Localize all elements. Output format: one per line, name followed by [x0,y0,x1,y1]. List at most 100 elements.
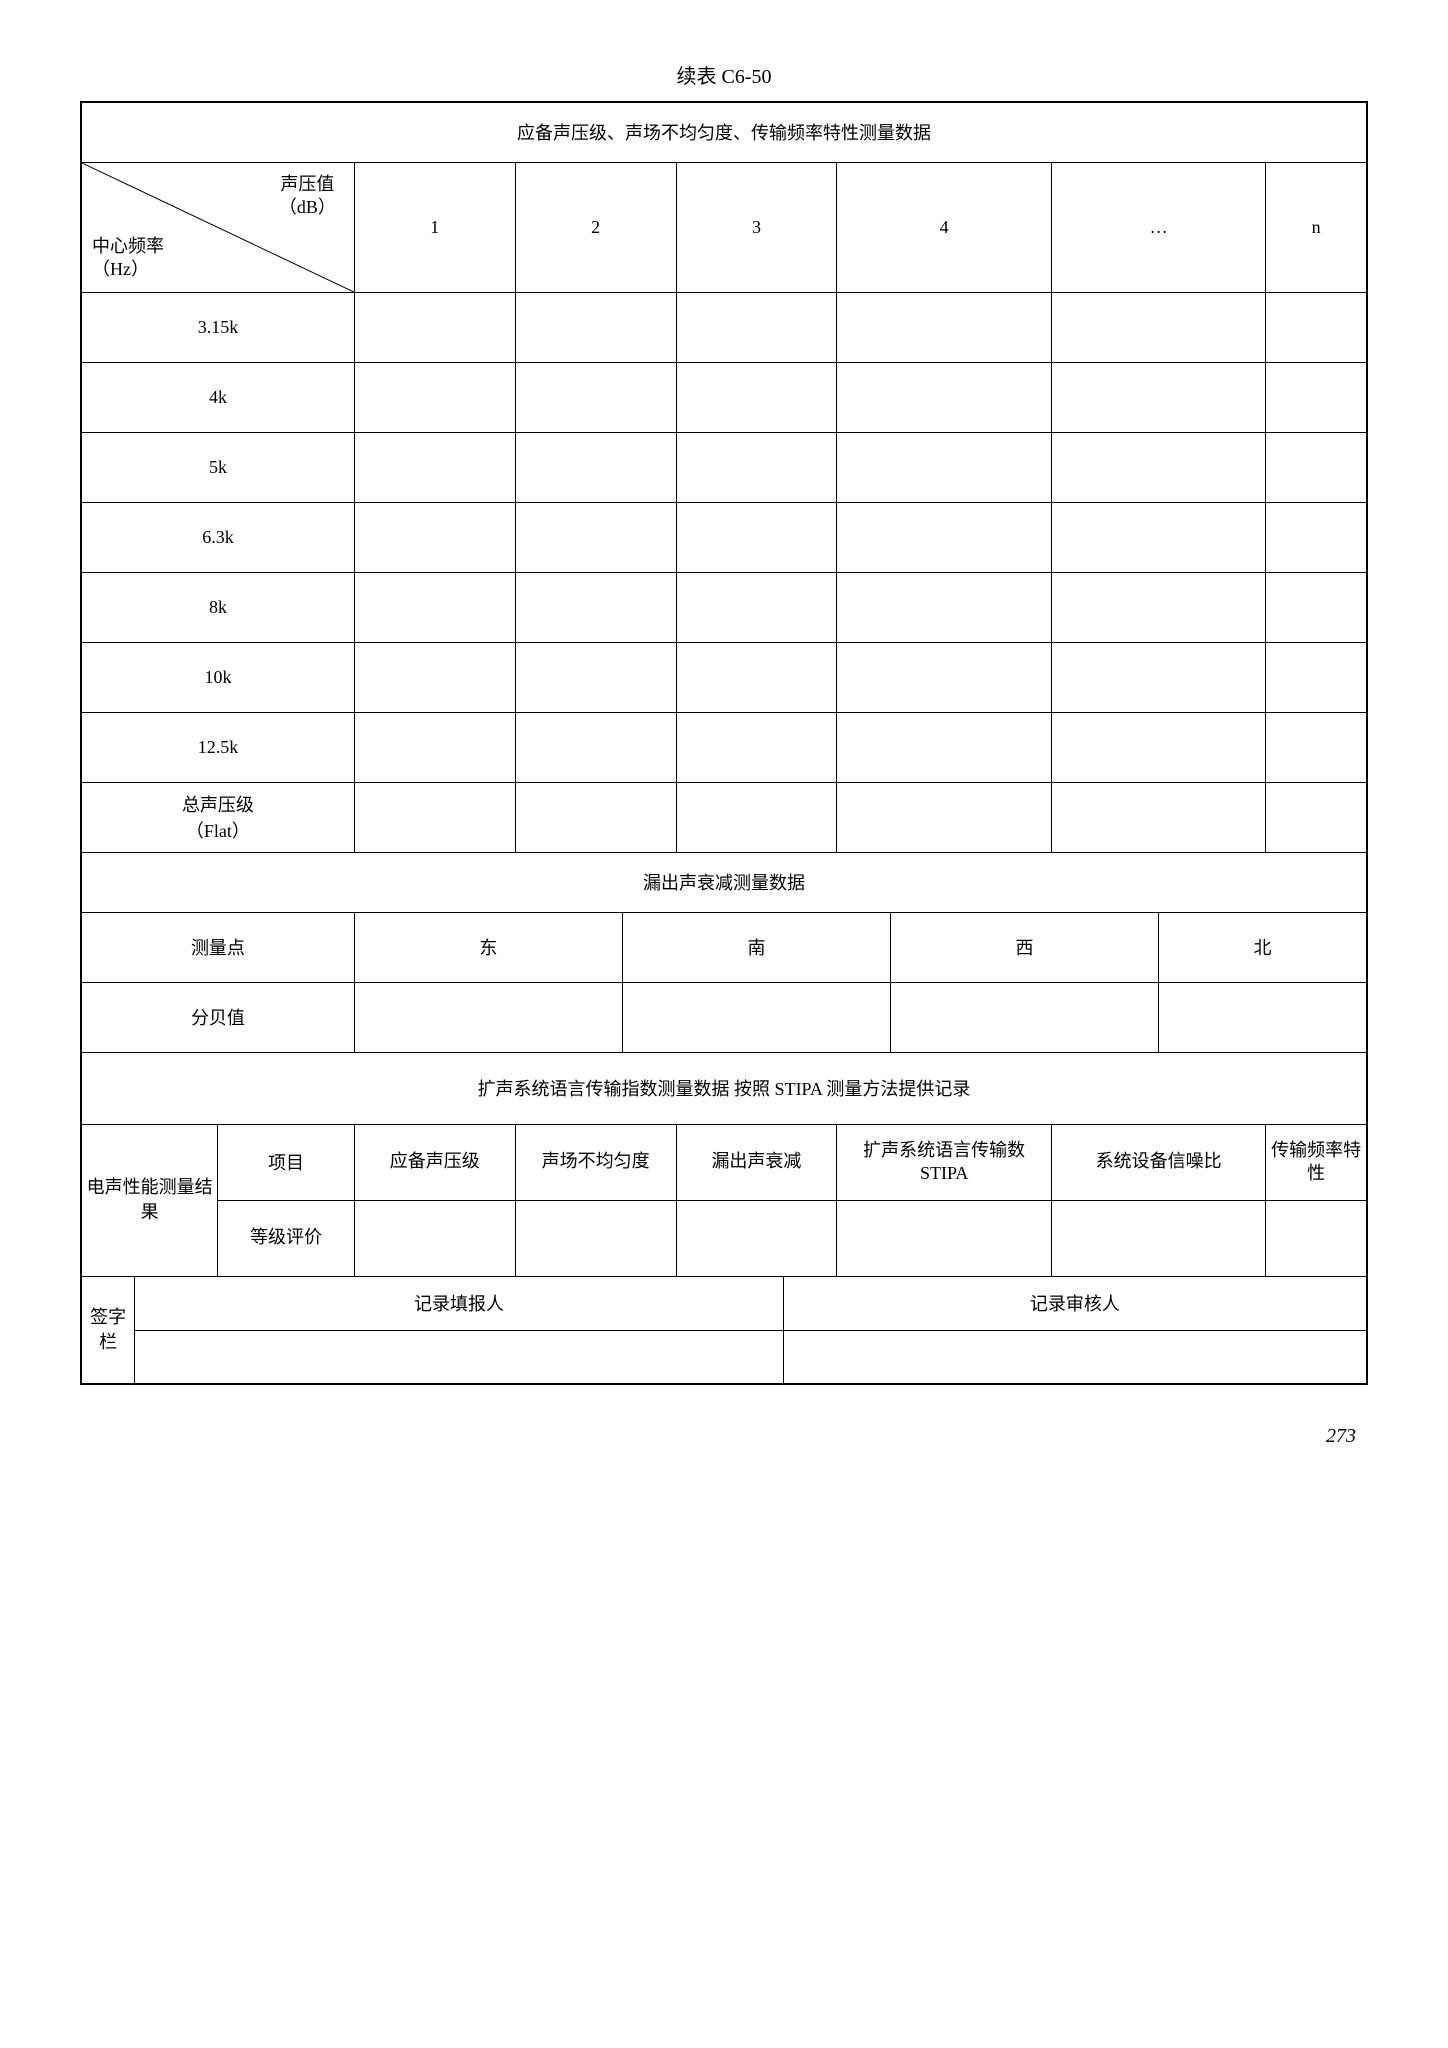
data-cell [1266,572,1367,642]
data-cell [1051,362,1265,432]
data-cell [837,432,1052,502]
data-cell [515,432,676,502]
diag-bottom-line1: 中心频率 [92,236,164,256]
data-cell [354,572,515,642]
eval-side-label: 电声性能测量结果 [81,1124,218,1276]
freq-label: 12.5k [81,712,354,782]
col-header-2: 2 [515,162,676,292]
data-cell [1051,642,1265,712]
col-header-3: 3 [676,162,837,292]
leak-south: 南 [622,912,890,982]
data-cell [837,362,1052,432]
data-cell [1051,1200,1265,1276]
data-cell [515,782,676,852]
data-cell [1051,292,1265,362]
data-cell [837,502,1052,572]
total-line2: （Flat） [186,821,250,841]
data-cell [676,292,837,362]
freq-label: 10k [81,642,354,712]
eval-item-row: 电声性能测量结果 项目 应备声压级 声场不均匀度 漏出声衰减 扩声系统语言传输数… [81,1124,1367,1200]
page-number: 273 [80,1425,1368,1448]
data-cell [1266,642,1367,712]
sig-header-row: 签字栏 记录填报人 记录审核人 [81,1276,1367,1330]
data-cell [837,642,1052,712]
section2-header-row: 漏出声衰减测量数据 [81,852,1367,912]
freq-label: 5k [81,432,354,502]
data-cell [1266,782,1367,852]
freq-total-label: 总声压级 （Flat） [81,782,354,852]
section3-header-row: 扩声系统语言传输指数测量数据 按照 STIPA 测量方法提供记录 [81,1052,1367,1124]
leak-db-label: 分贝值 [81,982,354,1052]
data-cell [1051,782,1265,852]
data-cell [837,712,1052,782]
data-cell [676,572,837,642]
leak-west: 西 [891,912,1159,982]
eval-col-b: 声场不均匀度 [515,1124,676,1200]
leak-point-label: 测量点 [81,912,354,982]
diag-top-label: 声压值 （dB） [279,173,336,220]
data-cell [622,982,890,1052]
data-cell [1266,432,1367,502]
eval-col-d: 扩声系统语言传输数STIPA [837,1124,1052,1200]
data-cell [837,292,1052,362]
freq-row: 12.5k [81,712,1367,782]
data-cell [1051,432,1265,502]
eval-col-c: 漏出声衰减 [676,1124,837,1200]
data-cell [1266,712,1367,782]
data-cell [354,642,515,712]
leak-db-row: 分贝值 [81,982,1367,1052]
sig-value-row [81,1330,1367,1384]
sig-reporter-cell [135,1330,783,1384]
freq-row: 6.3k [81,502,1367,572]
section3-header: 扩声系统语言传输指数测量数据 按照 STIPA 测量方法提供记录 [81,1052,1367,1124]
freq-label: 6.3k [81,502,354,572]
col-header-n: n [1266,162,1367,292]
eval-item-label: 项目 [218,1124,355,1200]
section2-header: 漏出声衰减测量数据 [81,852,1367,912]
eval-grade-label: 等级评价 [218,1200,355,1276]
main-table: 应备声压级、声场不均匀度、传输频率特性测量数据 声压值 （dB） 中心频率 （H… [80,101,1368,1385]
sig-reviewer-cell [783,1330,1367,1384]
data-cell [354,1200,515,1276]
data-cell [354,292,515,362]
freq-total-row: 总声压级 （Flat） [81,782,1367,852]
section1-header-row: 应备声压级、声场不均匀度、传输频率特性测量数据 [81,102,1367,162]
freq-row: 5k [81,432,1367,502]
diag-bottom-line2: （Hz） [92,259,149,279]
data-cell [837,782,1052,852]
data-cell [1266,362,1367,432]
data-cell [354,782,515,852]
data-cell [676,712,837,782]
data-cell [515,712,676,782]
diagonal-header-cell: 声压值 （dB） 中心频率 （Hz） [81,162,354,292]
col-header-dots: … [1051,162,1265,292]
freq-row: 8k [81,572,1367,642]
data-cell [837,1200,1052,1276]
freq-label: 4k [81,362,354,432]
data-cell [676,642,837,712]
diag-top-line2: （dB） [279,197,336,217]
eval-col-a: 应备声压级 [354,1124,515,1200]
sig-reviewer-label: 记录审核人 [783,1276,1367,1330]
diag-bottom-label: 中心频率 （Hz） [92,235,164,282]
col-header-1: 1 [354,162,515,292]
data-cell [515,1200,676,1276]
data-cell [676,502,837,572]
freq-label: 3.15k [81,292,354,362]
data-cell [837,572,1052,642]
data-cell [515,502,676,572]
data-cell [515,572,676,642]
data-cell [1266,1200,1367,1276]
data-cell [676,782,837,852]
data-cell [1051,572,1265,642]
data-cell [1266,292,1367,362]
data-cell [676,432,837,502]
data-cell [515,292,676,362]
sig-reporter-label: 记录填报人 [135,1276,783,1330]
leak-north: 北 [1159,912,1367,982]
freq-row: 4k [81,362,1367,432]
eval-col-e: 系统设备信噪比 [1051,1124,1265,1200]
leak-point-row: 测量点 东 南 西 北 [81,912,1367,982]
data-cell [1266,502,1367,572]
data-cell [1159,982,1367,1052]
